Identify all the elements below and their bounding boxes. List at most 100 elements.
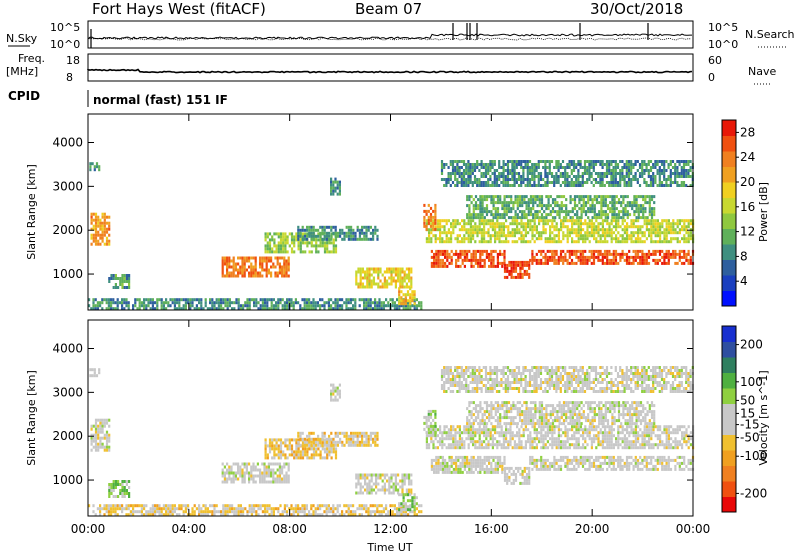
- velocity-echo-region-13: [529, 455, 695, 471]
- velocity-xtick-label: 04:00: [172, 522, 207, 536]
- velocity-xtick-label: 00:00: [676, 522, 711, 536]
- velocity-echo-region-9: [398, 493, 418, 512]
- velocity-heatmap-cells: [88, 366, 695, 517]
- date-title: 30/Oct/2018: [590, 0, 683, 18]
- power-colorbar-tick-label: 12: [740, 225, 755, 239]
- power-ytick-label: 3000: [52, 179, 83, 193]
- power-echo-region-7: [330, 177, 341, 196]
- freq-panel-frame: [87, 53, 694, 82]
- velocity-colorbar-step: [722, 341, 736, 358]
- velocity-xtick-label: 20:00: [575, 522, 610, 536]
- nsearch-tick-top: 10^5: [708, 21, 738, 34]
- power-colorbar: 4 8 12 16 20 24 28: [721, 119, 755, 307]
- velocity-colorbar-tick-label: -15: [740, 418, 760, 432]
- power-echo-region-4: [221, 256, 290, 278]
- velocity-xtick-label: 16:00: [474, 522, 509, 536]
- power-colorbar-label: Power [dB]: [757, 182, 770, 242]
- station-title: Fort Hays West (fitACF): [92, 0, 266, 18]
- power-echo-region-3: [88, 298, 423, 311]
- power-echo-region-1: [89, 162, 101, 172]
- velocity-xtick-label: 08:00: [272, 522, 307, 536]
- velocity-colorbar-tick-label: 100: [740, 375, 763, 389]
- freq-trace: [87, 68, 693, 74]
- nave-label: Nave: [748, 65, 776, 78]
- velocity-colorbar-step: [722, 357, 736, 373]
- freq-tick-top: 18: [66, 54, 80, 67]
- power-ytick-label: 4000: [52, 136, 83, 150]
- power-x-axis: [87, 114, 694, 310]
- power-colorbar-step: [722, 213, 736, 229]
- beam-title: Beam 07: [355, 0, 422, 18]
- velocity-colorbar-step: [722, 403, 736, 420]
- velocity-ytick-label: 3000: [52, 385, 83, 399]
- power-echo-region-10: [425, 219, 695, 244]
- nsearch-tick-bottom: 10^0: [708, 38, 738, 51]
- freq-tick-bottom: 8: [66, 71, 73, 84]
- freq-label-2: [MHz]: [6, 65, 38, 78]
- power-echo-region-9: [398, 287, 416, 306]
- power-colorbar-step: [722, 135, 736, 152]
- velocity-colorbar-tick-label: 15: [740, 406, 755, 420]
- velocity-colorbar-tick-label: 200: [740, 338, 763, 352]
- power-echo-region-16: [423, 203, 437, 231]
- power-echo-region-6: [297, 225, 379, 241]
- power-colorbar-step: [722, 275, 736, 291]
- power-colorbar-tick-label: 20: [740, 175, 755, 189]
- power-colorbar-tick-label: 4: [740, 274, 748, 288]
- nsky-label: N.Sky: [6, 32, 38, 45]
- velocity-echo-region-16: [423, 409, 437, 437]
- velocity-echo-region-15: [440, 366, 694, 393]
- velocity-echo-region-2: [108, 480, 131, 498]
- nsky-tick-top: 10^5: [50, 21, 80, 34]
- power-colorbar-tick-label: 24: [740, 150, 755, 164]
- velocity-echo-region-8: [355, 473, 413, 495]
- power-echo-region-12: [503, 260, 531, 279]
- velocity-colorbar-step: [722, 326, 736, 342]
- velocity-x-axis: 00:00 04:00 08:00 12:00 16:00 20:00 00:00: [71, 320, 711, 536]
- velocity-colorbar-tick-label: -50: [740, 431, 760, 445]
- power-colorbar-step: [722, 259, 736, 276]
- velocity-ytick-label: 2000: [52, 429, 83, 443]
- nsearch-label: N.Search: [745, 28, 795, 41]
- power-ytick-label: 2000: [52, 223, 83, 237]
- cpid-label: CPID: [8, 89, 40, 103]
- power-echo-region-8: [355, 267, 413, 289]
- power-echo-region-0: [90, 212, 111, 246]
- power-ytick-label: 1000: [52, 267, 83, 281]
- power-y-axis: 1000 2000 3000 4000: [52, 136, 693, 281]
- power-colorbar-tick-label: 8: [740, 249, 748, 263]
- power-colorbar-step: [722, 290, 736, 307]
- power-echo-region-14: [466, 195, 656, 220]
- nave-tick-bottom: 0: [708, 71, 715, 84]
- velocity-echo-region-0: [90, 418, 111, 452]
- power-colorbar-step: [722, 120, 736, 136]
- velocity-echo-region-4: [221, 462, 290, 484]
- cpid-value: normal (fast) 151 IF: [93, 93, 228, 107]
- power-heatmap-cells: [88, 160, 695, 311]
- freq-label-1: Freq.: [18, 52, 45, 65]
- velocity-colorbar-step: [722, 465, 736, 482]
- power-colorbar-tick-label: 28: [740, 125, 755, 139]
- velocity-colorbar-step: [722, 481, 736, 497]
- power-colorbar-step: [722, 228, 736, 245]
- velocity-ylabel: Slant Range [km]: [25, 370, 38, 466]
- velocity-xtick-label: 12:00: [373, 522, 408, 536]
- velocity-echo-region-3: [88, 504, 423, 517]
- power-echo-region-11: [430, 249, 506, 268]
- power-echo-region-15: [440, 160, 694, 187]
- nave-tick-top: 60: [708, 54, 722, 67]
- power-colorbar-step: [722, 151, 736, 167]
- velocity-y-axis: 1000 2000 3000 4000: [52, 342, 693, 487]
- velocity-echo-region-6: [297, 431, 379, 447]
- velocity-colorbar-step: [722, 372, 736, 389]
- velocity-echo-region-7: [330, 383, 341, 402]
- velocity-echo-region-12: [503, 466, 531, 485]
- power-colorbar-step: [722, 166, 736, 183]
- velocity-colorbar-tick-label: -200: [740, 486, 767, 500]
- nsky-panel-frame: [87, 20, 694, 49]
- velocity-ytick-label: 1000: [52, 473, 83, 487]
- nsky-trace: [87, 23, 692, 48]
- velocity-colorbar-tick-label: -100: [740, 449, 767, 463]
